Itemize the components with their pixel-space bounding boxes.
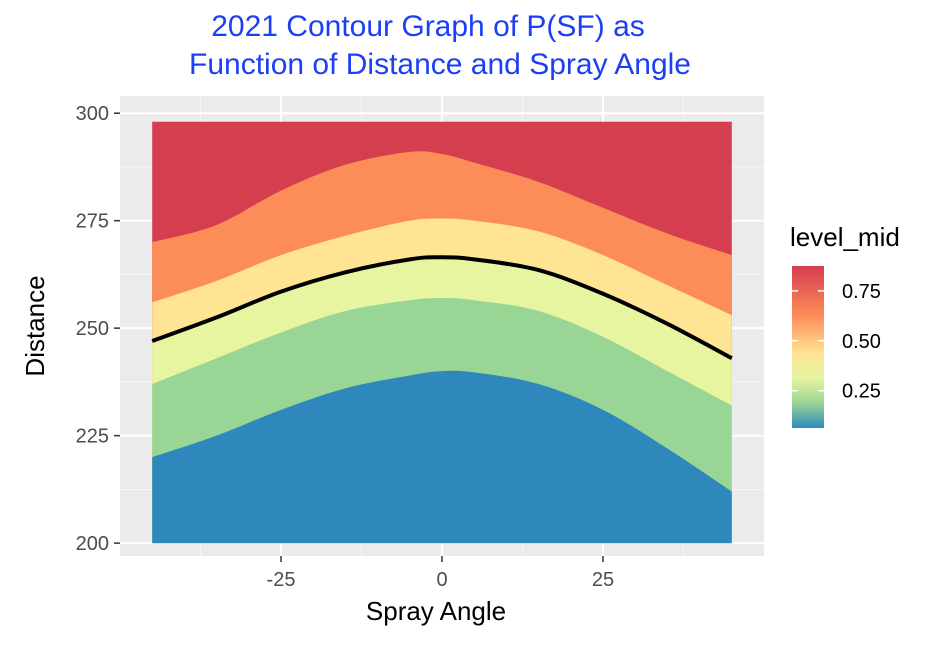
y-axis: 200 225 250 275 300 bbox=[76, 103, 120, 555]
legend-ticks: 0.75 0.50 0.25 bbox=[792, 281, 881, 403]
chart-title-line-2: Function of Distance and Spray Angle bbox=[189, 48, 691, 81]
legend-title: level_mid bbox=[790, 222, 900, 252]
y-tick-label: 200 bbox=[76, 533, 109, 555]
contour-band bbox=[152, 370, 732, 544]
y-tick-label: 275 bbox=[76, 211, 109, 233]
chart-title: 2021 Contour Graph of P(SF) as Function … bbox=[189, 10, 691, 81]
y-axis-title: Distance bbox=[20, 275, 50, 376]
y-tick-label: 300 bbox=[76, 103, 109, 125]
legend-label: 0.50 bbox=[842, 331, 881, 353]
x-axis-title: Spray Angle bbox=[366, 596, 506, 626]
legend: level_mid 0.75 0.50 0.25 bbox=[790, 222, 900, 428]
chart-title-line-1: 2021 Contour Graph of P(SF) as bbox=[211, 10, 645, 43]
legend-label: 0.75 bbox=[842, 281, 881, 303]
contour-bands bbox=[152, 121, 732, 544]
legend-label: 0.25 bbox=[842, 381, 881, 403]
x-axis: -25 0 25 bbox=[267, 556, 614, 591]
contour-line bbox=[151, 255, 733, 361]
x-tick-label: 25 bbox=[592, 569, 614, 591]
x-tick-label: 0 bbox=[436, 569, 447, 591]
legend-colorbar bbox=[792, 266, 824, 428]
x-tick-label: -25 bbox=[267, 569, 296, 591]
y-tick-label: 250 bbox=[76, 318, 109, 340]
y-tick-label: 225 bbox=[76, 426, 109, 448]
